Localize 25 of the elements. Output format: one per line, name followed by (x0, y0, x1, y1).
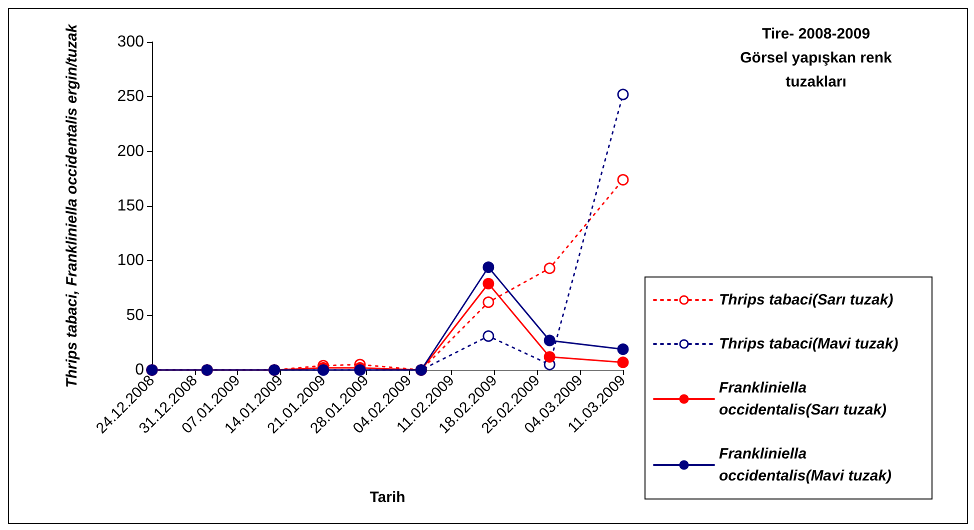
legend-label: Thrips tabaci(Sarı tuzak) (719, 292, 894, 308)
y-tick-label: 0 (135, 362, 144, 378)
point (617, 174, 629, 186)
point (482, 330, 494, 342)
legend-label: Frankliniella occidentalis(Mavi tuzak) (719, 446, 892, 484)
y-axis-title: Thrips tabaci, Frankliniella occidentalis ergin/tuzak (64, 24, 80, 388)
y-tick-label: 100 (117, 252, 144, 270)
y-tick-label: 150 (117, 198, 144, 214)
y-tick-label: 50 (126, 306, 144, 324)
point (544, 334, 556, 346)
point (482, 278, 494, 290)
point (544, 262, 556, 274)
y-tick-label: 300 (117, 34, 144, 50)
point (617, 343, 629, 355)
y-tick-label: 200 (117, 142, 144, 160)
point (544, 351, 556, 363)
text: Tire- 2008-2009 Görsel yapışkan renk tuzakları (740, 26, 893, 90)
point (482, 261, 494, 273)
point (617, 356, 629, 368)
legend-label: Thrips tabaci(Mavi tuzak) (719, 336, 898, 352)
y-tick-label: 250 (117, 88, 144, 106)
point (482, 296, 494, 308)
x-axis-title: Tarih (370, 489, 406, 506)
point (617, 88, 629, 100)
legend-label: Frankliniella occidentalis(Sarı tuzak) (719, 380, 887, 418)
